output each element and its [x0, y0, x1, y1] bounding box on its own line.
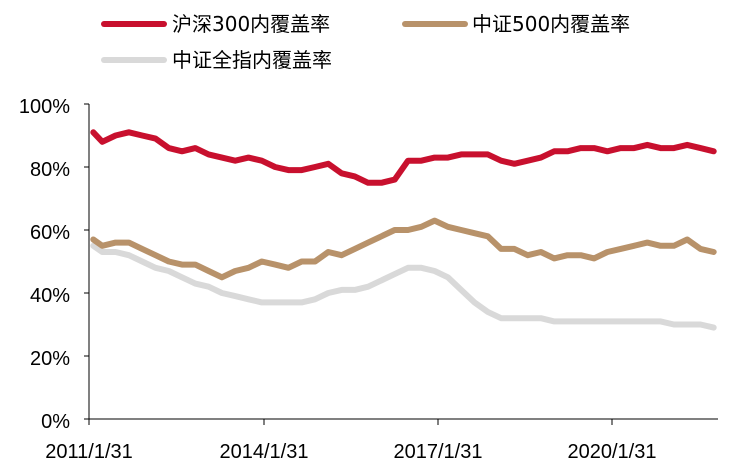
x-tick-label-2020: 2020/1/31 — [568, 441, 657, 463]
series-line-csi500 — [90, 217, 717, 281]
y-tick-label-40: 40% — [30, 285, 70, 307]
series-line-csi-all — [90, 242, 717, 331]
x-axis-tick-labels: 2011/1/31 2014/1/31 2017/1/31 2020/1/31 — [45, 441, 656, 463]
legend-label-hs300: 沪深300内覆盖率 — [172, 12, 330, 36]
y-tick-label-0: 0% — [41, 411, 70, 433]
x-tick-label-2014: 2014/1/31 — [220, 441, 309, 463]
legend: 沪深300内覆盖率 中证500内覆盖率 中证全指内覆盖率 — [101, 12, 630, 72]
legend-label-csi500: 中证500内覆盖率 — [472, 12, 630, 36]
y-tick-label-60: 60% — [30, 222, 70, 244]
y-axis-tick-labels: 0% 20% 40% 60% 80% 100% — [19, 96, 70, 433]
legend-label-csi-all: 中证全指内覆盖率 — [172, 48, 332, 72]
series-line-hs300 — [90, 129, 717, 186]
y-tick-label-100: 100% — [19, 96, 70, 118]
x-tick-label-2017: 2017/1/31 — [394, 441, 483, 463]
x-tick-label-2011: 2011/1/31 — [45, 441, 133, 463]
y-tick-label-80: 80% — [30, 159, 70, 181]
y-tick-label-20: 20% — [30, 348, 70, 370]
series-layer — [90, 129, 717, 331]
axes — [84, 103, 718, 425]
